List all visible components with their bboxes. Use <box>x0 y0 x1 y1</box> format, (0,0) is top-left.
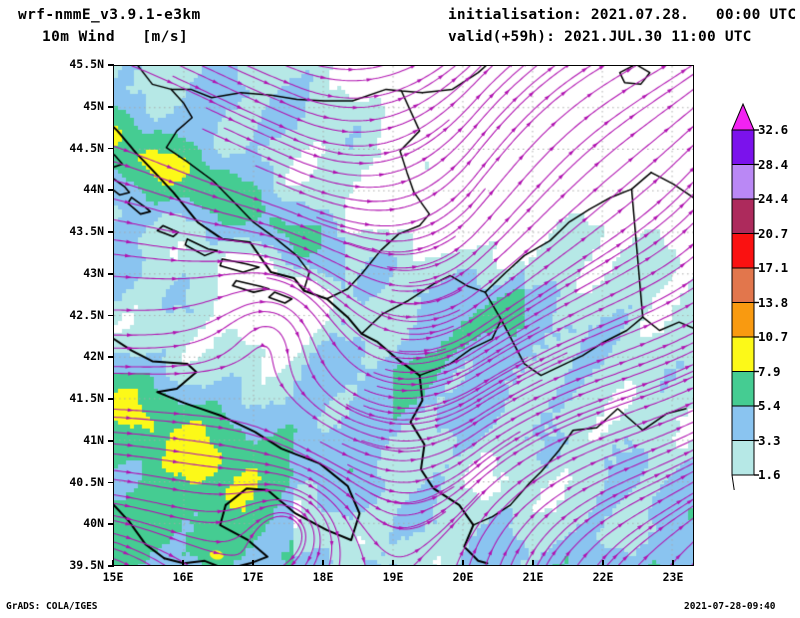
x-axis-tick-label: 17E <box>242 570 264 584</box>
y-axis-tick-mark <box>108 231 114 233</box>
x-axis-tick-label: 15E <box>102 570 124 584</box>
y-axis-tick-mark <box>108 356 114 359</box>
x-axis-tick-mark <box>532 560 534 566</box>
initialisation-label: initialisation: 2021.07.28. 00:00 UTC <box>448 7 797 23</box>
grads-credit-label: GrADS: COLA/IGES <box>6 601 98 612</box>
colorbar-tick-label: 7.9 <box>758 363 781 379</box>
y-axis-tick-label: 45.5N <box>69 57 104 71</box>
x-axis-tick-mark <box>182 560 184 566</box>
field-name-label: 10m Wind [m/s] <box>42 29 189 45</box>
x-axis-tick-mark <box>112 560 114 566</box>
wind-speed-map-canvas <box>114 66 693 565</box>
y-axis-tick-label: 42N <box>83 349 104 364</box>
y-axis-tick-mark <box>108 481 114 484</box>
x-axis-tick-mark <box>462 560 464 566</box>
x-axis-tick-mark <box>392 560 394 566</box>
model-name-label: wrf-nmmE_v3.9.1-e3km <box>18 7 201 23</box>
valid-time-label: valid(+59h): 2021.JUL.30 11:00 UTC <box>448 29 752 45</box>
y-axis-tick-mark <box>108 105 114 108</box>
y-axis-tick-mark <box>108 439 114 442</box>
y-axis-tick-label: 43N <box>83 265 104 280</box>
colorbar-tick-label: 1.6 <box>758 466 781 482</box>
y-axis-tick-mark <box>108 189 114 192</box>
y-axis-tick-label: 42.5N <box>69 307 104 322</box>
colorbar-tick-label: 3.3 <box>758 432 781 448</box>
y-axis-tick-label: 43.5N <box>69 224 104 238</box>
y-axis-tick-mark <box>108 64 114 66</box>
colorbar-tick-label: 32.6 <box>758 121 789 137</box>
y-axis-tick-label: 40N <box>83 516 104 531</box>
y-axis-tick-mark <box>108 314 114 317</box>
y-axis-tick-label: 44.5N <box>69 140 104 155</box>
x-axis-tick-label: 20E <box>452 570 474 584</box>
x-axis-tick-label: 16E <box>172 570 194 584</box>
colorbar-tick-label: 28.4 <box>758 156 789 172</box>
y-axis-tick-label: 44N <box>83 182 104 197</box>
render-time-label: 2021-07-28-09:40 <box>684 601 776 612</box>
colorbar-tick-label: 5.4 <box>758 397 781 413</box>
y-axis-tick-mark <box>108 272 114 275</box>
y-axis-tick-mark <box>108 523 114 526</box>
colorbar-tick-label: 17.1 <box>758 259 789 275</box>
y-axis-tick-mark <box>108 147 114 150</box>
colorbar-swatches <box>731 102 759 490</box>
y-axis-tick-label: 41N <box>83 432 104 447</box>
x-axis-tick-label: 18E <box>312 570 334 584</box>
y-axis-tick-mark <box>108 398 114 400</box>
colorbar-tick-label: 13.8 <box>758 294 789 310</box>
x-axis-tick-mark <box>602 560 604 566</box>
y-axis-tick-label: 39.5N <box>69 558 104 572</box>
colorbar-legend: 1.6 3.3 5.4 7.9 10.7 13.8 17.1 20.7 24.4 28.4 32.6 <box>728 100 794 490</box>
colorbar-tick-label: 10.7 <box>758 328 789 344</box>
x-axis-tick-label: 21E <box>522 570 544 584</box>
colorbar-tick-label: 24.4 <box>758 190 789 206</box>
y-axis-tick-label: 41.5N <box>69 391 104 405</box>
x-axis-tick-mark <box>252 560 254 566</box>
y-axis-tick-mark <box>108 565 114 567</box>
y-axis-tick-label: 45N <box>83 98 104 113</box>
x-axis-tick-label: 19E <box>382 570 404 584</box>
x-axis-tick-mark <box>672 560 674 566</box>
map-plot-area <box>113 65 694 566</box>
y-axis-tick-label: 40.5N <box>69 474 104 489</box>
x-axis-tick-label: 23E <box>662 570 684 584</box>
colorbar-tick-label: 20.7 <box>758 225 789 241</box>
x-axis-tick-label: 22E <box>592 570 614 584</box>
x-axis-tick-mark <box>322 560 324 566</box>
